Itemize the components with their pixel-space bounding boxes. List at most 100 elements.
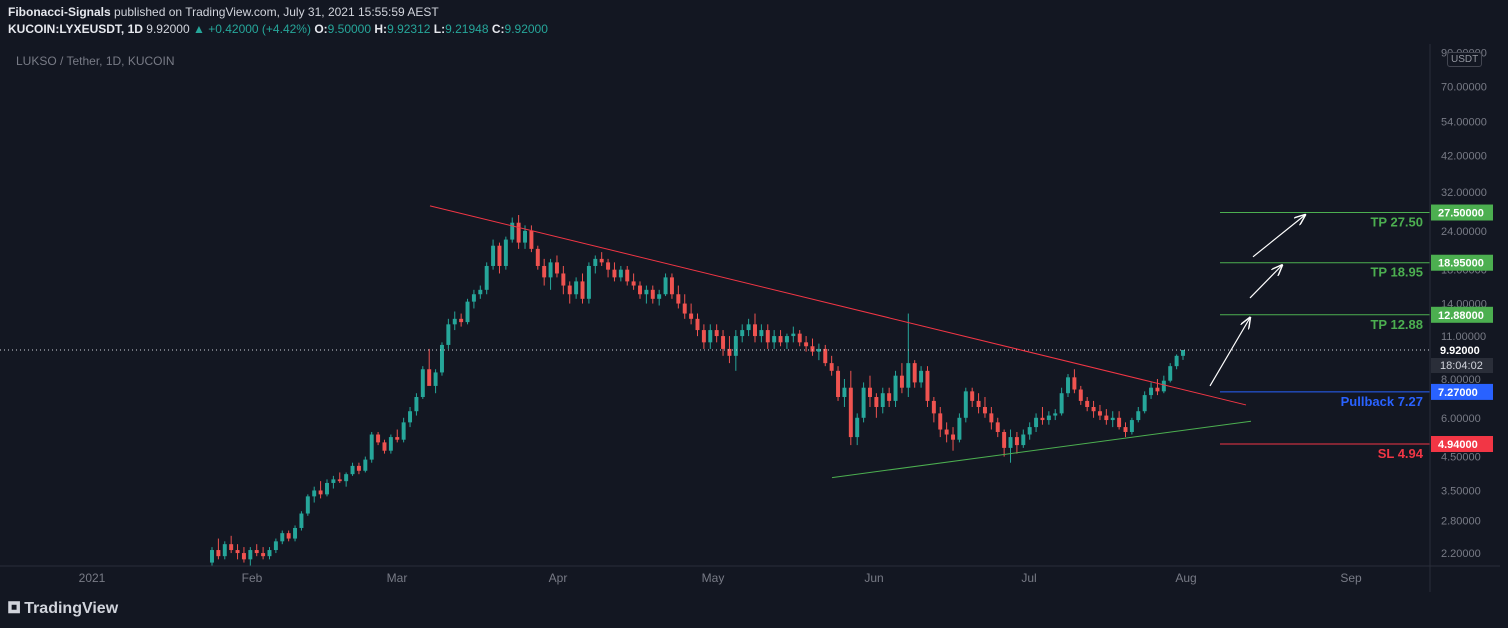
- candle-body: [312, 490, 317, 497]
- y-tick-label: 6.00000: [1441, 413, 1481, 425]
- candle: [337, 472, 342, 483]
- candle: [899, 363, 904, 394]
- candle: [293, 525, 298, 542]
- candle: [1155, 379, 1160, 396]
- candle: [893, 370, 898, 407]
- support-trendline: [831, 420, 1252, 479]
- candle: [721, 330, 726, 356]
- candle-body: [1059, 393, 1064, 414]
- candle: [369, 431, 374, 463]
- candle-body: [516, 222, 521, 243]
- candle: [446, 318, 451, 349]
- candle-body: [1136, 411, 1141, 421]
- candle: [1046, 411, 1051, 425]
- candle: [746, 318, 751, 337]
- candle-body: [874, 397, 879, 407]
- candle: [676, 285, 681, 309]
- publisher-name[interactable]: Fibonacci-Signals: [8, 5, 111, 19]
- candle: [1136, 406, 1141, 423]
- candle: [880, 387, 885, 414]
- candle: [529, 225, 534, 253]
- chart-area[interactable]: TP 27.50 TP 18.95 TP 12.88 Pullback 7.27 SL …: [0, 44, 1500, 592]
- candle: [248, 547, 253, 566]
- level-badge-bg: [1431, 306, 1493, 323]
- candle: [1129, 417, 1134, 435]
- candle-body: [791, 333, 796, 337]
- candle-body: [318, 490, 323, 495]
- x-tick-label: 2021: [79, 571, 106, 585]
- tradingview-logo-text: TradingView: [24, 600, 119, 617]
- candle-body: [280, 533, 285, 542]
- candle: [650, 285, 655, 304]
- candle-body: [867, 387, 872, 398]
- projection-arrow: [1249, 265, 1282, 299]
- candle-body: [625, 269, 630, 282]
- level-badge-bg: [1431, 254, 1493, 271]
- price-chart[interactable]: TP 27.50 TP 18.95 TP 12.88 Pullback 7.27 SL …: [0, 44, 1500, 592]
- level-label: TP 18.95: [1370, 265, 1423, 280]
- candle: [957, 413, 962, 443]
- candle-body: [855, 417, 860, 438]
- candle-body: [899, 375, 904, 388]
- candle-body: [989, 413, 994, 423]
- resistance-trendline: [429, 205, 1247, 406]
- candle: [931, 397, 936, 423]
- candle: [478, 285, 483, 299]
- candle-body: [446, 324, 451, 345]
- candle: [1059, 387, 1064, 416]
- x-tick-label: Jul: [1021, 571, 1036, 585]
- candle-body: [216, 550, 221, 557]
- candle-body: [529, 230, 534, 249]
- x-tick-label: Aug: [1175, 571, 1196, 585]
- candle: [1034, 413, 1039, 432]
- candle-body: [931, 400, 936, 414]
- candle-body: [797, 333, 802, 343]
- candle-body: [484, 265, 489, 290]
- candle-body: [836, 370, 841, 398]
- level-badge-bg: [1431, 204, 1493, 221]
- y-tick-label: 4.50000: [1441, 452, 1481, 464]
- candle-body: [682, 303, 687, 314]
- candle-body: [580, 281, 585, 299]
- candle: [574, 277, 579, 299]
- candle: [267, 547, 272, 560]
- close-value: 9.92000: [504, 22, 548, 36]
- candle: [535, 245, 540, 270]
- candle-body: [497, 245, 502, 266]
- candle: [733, 330, 738, 371]
- candle-body: [286, 533, 291, 539]
- candle-body: [842, 387, 847, 398]
- level-badge: 27.50000: [1438, 208, 1484, 220]
- low-value: 9.21948: [445, 22, 489, 36]
- tradingview-logo[interactable]: 🞓 TradingView: [8, 600, 118, 618]
- candle: [663, 273, 668, 297]
- candle-body: [957, 417, 962, 440]
- candle: [1110, 411, 1115, 428]
- candle: [765, 324, 770, 349]
- candle: [695, 313, 700, 337]
- candle-body: [503, 239, 508, 266]
- y-tick-label: 11.00000: [1441, 331, 1486, 343]
- candle: [273, 538, 278, 554]
- level-label: SL 4.94: [1378, 446, 1424, 461]
- chart-header: Fibonacci-Signals published on TradingVi…: [0, 0, 1508, 44]
- candle-body: [1174, 355, 1179, 367]
- candle-body: [459, 318, 464, 323]
- candle-body: [554, 262, 559, 274]
- candle-body: [1027, 427, 1032, 435]
- currency-badge[interactable]: USDT: [1447, 52, 1483, 67]
- candle-body: [1021, 434, 1026, 446]
- candle-body: [491, 245, 496, 266]
- price-value: 9.92000: [146, 22, 190, 36]
- candle-body: [784, 336, 789, 343]
- candle-body: [701, 330, 706, 343]
- candle-body: [746, 324, 751, 331]
- candle: [331, 475, 336, 489]
- candle: [395, 429, 400, 443]
- candle-body: [1034, 417, 1039, 428]
- candle-body: [1181, 350, 1185, 356]
- candle-body: [248, 550, 253, 560]
- candle: [216, 538, 221, 560]
- candle-body: [1040, 417, 1045, 421]
- y-tick-label: 8.00000: [1441, 374, 1481, 386]
